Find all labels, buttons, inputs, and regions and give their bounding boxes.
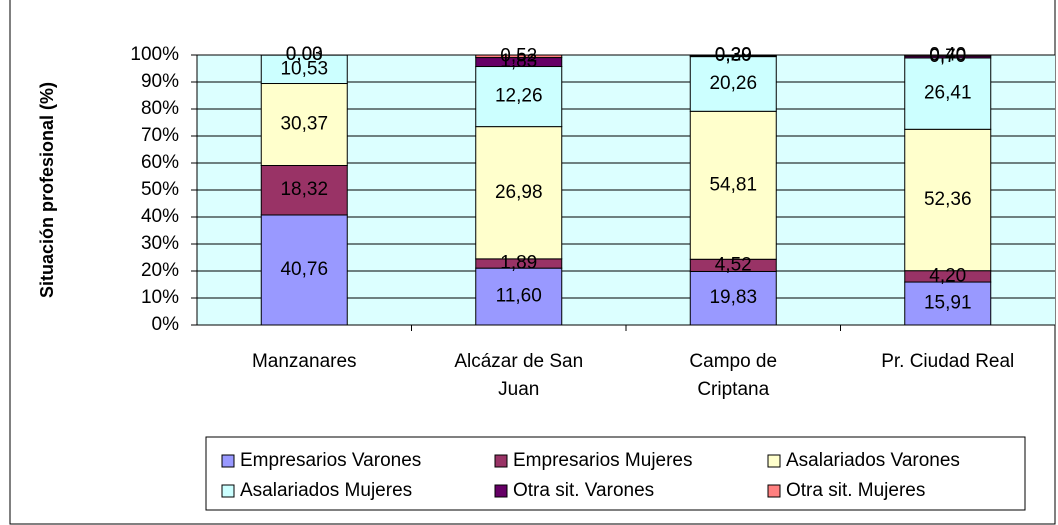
data-label: 19,83 <box>709 287 757 308</box>
y-tick-label: 0% <box>152 314 180 335</box>
legend-label: Asalariados Varones <box>786 450 960 471</box>
data-label: 20,26 <box>709 73 757 94</box>
data-label: 0,52 <box>500 45 537 66</box>
bar-segment <box>904 57 992 130</box>
bar-segment <box>689 54 777 57</box>
bar-segment <box>689 110 777 260</box>
data-label: 10,53 <box>280 58 328 79</box>
y-tick-label: 10% <box>141 287 179 308</box>
legend-swatch <box>767 484 781 498</box>
bar-segment <box>475 267 563 326</box>
data-label: 0,40 <box>929 45 966 66</box>
bar-segment <box>475 54 563 59</box>
data-label: 15,91 <box>924 293 972 314</box>
y-tick-label: 70% <box>141 125 179 146</box>
bar-segment <box>904 281 992 326</box>
legend-swatch <box>221 484 235 498</box>
bar-segment <box>475 66 563 128</box>
data-label: 0,03 <box>286 44 323 65</box>
data-label: 0,29 <box>715 44 752 65</box>
data-label: 0,30 <box>715 45 752 66</box>
legend-swatch <box>767 454 781 468</box>
data-label: 18,32 <box>280 179 328 200</box>
y-tick-label: 60% <box>141 152 179 173</box>
data-label: 40,76 <box>280 259 328 280</box>
data-label: 26,98 <box>495 182 543 203</box>
bar-segment <box>260 83 348 166</box>
data-label: 52,36 <box>924 189 972 210</box>
data-label: 11,60 <box>496 286 542 307</box>
legend-swatch <box>494 454 508 468</box>
data-label: 1,83 <box>500 51 537 72</box>
y-tick-label: 50% <box>141 179 179 200</box>
y-tick-label: 90% <box>141 71 179 92</box>
y-tick-label: 80% <box>141 98 179 119</box>
y-tick-label: 100% <box>130 44 179 65</box>
x-tick-label: Criptana <box>697 379 769 400</box>
legend-label: Otra sit. Varones <box>513 480 654 501</box>
legend-swatch <box>494 484 508 498</box>
data-label: 1,89 <box>500 253 537 274</box>
y-tick-label: 20% <box>141 260 179 281</box>
x-tick-label: Campo de <box>689 351 777 372</box>
y-tick-label: 30% <box>141 233 179 254</box>
bar-segment <box>689 56 777 112</box>
bar-segment <box>260 164 348 216</box>
y-tick-label: 40% <box>141 206 179 227</box>
bar-segment <box>260 54 348 85</box>
data-label: 26,41 <box>924 83 972 104</box>
x-tick-label: Alcázar de San <box>454 351 583 372</box>
legend-label: Otra sit. Mujeres <box>786 480 925 501</box>
data-label: 12,26 <box>495 86 543 107</box>
data-label: 54,81 <box>709 174 757 195</box>
x-tick-label: Manzanares <box>252 351 357 372</box>
data-label: 0,70 <box>929 46 966 67</box>
legend-box <box>205 436 1026 511</box>
data-label: 4,52 <box>715 254 752 275</box>
legend-label: Asalariados Mujeres <box>240 480 412 501</box>
data-label: 0,00 <box>286 44 323 65</box>
legend-label: Empresarios Varones <box>240 450 421 471</box>
bar-segment <box>260 214 348 326</box>
data-label: 30,37 <box>280 114 328 135</box>
bar-segment <box>904 54 992 57</box>
bar-segment <box>904 128 992 272</box>
data-label: 4,20 <box>929 265 966 286</box>
x-tick-label: Juan <box>498 379 539 400</box>
y-axis-label: Situación profesional (%) <box>37 82 57 298</box>
legend-swatch <box>221 454 235 468</box>
bar-segment <box>475 126 563 260</box>
legend-label: Empresarios Mujeres <box>513 450 693 471</box>
x-tick-label: Pr. Ciudad Real <box>881 351 1014 372</box>
bar-segment <box>689 270 777 326</box>
